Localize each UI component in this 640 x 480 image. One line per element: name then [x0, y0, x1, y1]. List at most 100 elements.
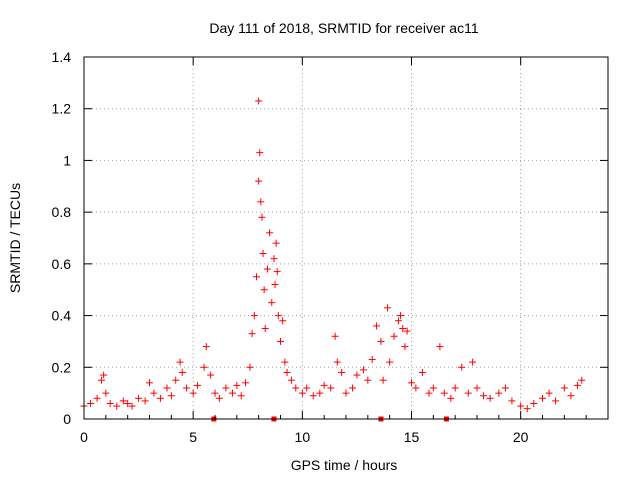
x-tick-label: 10: [295, 429, 311, 445]
x-tick-label: 20: [513, 429, 529, 445]
data-point: [399, 325, 407, 332]
data-point: [266, 229, 274, 237]
data-point: [320, 381, 328, 389]
data-point: [250, 312, 258, 320]
data-point: [486, 394, 494, 402]
data-point: [412, 384, 420, 392]
data-point: [237, 392, 245, 400]
data-point: [390, 332, 398, 340]
data-point: [128, 402, 136, 410]
data-point: [194, 381, 202, 389]
data-point: [93, 394, 101, 402]
data-point: [303, 384, 311, 392]
data-point: [368, 356, 376, 364]
data-point: [309, 392, 317, 400]
data-point: [255, 97, 263, 105]
data-point: [135, 394, 143, 402]
data-point: [480, 392, 488, 400]
data-point: [211, 389, 219, 397]
data-point: [469, 358, 477, 366]
data-point: [397, 312, 405, 320]
y-tick-label: 0.6: [52, 256, 72, 272]
data-point: [440, 389, 448, 397]
plot-frame: [83, 56, 609, 420]
data-point: [256, 149, 264, 157]
data-point: [401, 343, 409, 351]
data-point: [292, 384, 300, 392]
data-point: [473, 384, 481, 392]
data-point: [273, 268, 281, 276]
data-point: [403, 327, 411, 335]
data-point: [113, 402, 121, 410]
data-point: [436, 343, 444, 351]
y-tick-label: 0: [63, 411, 71, 427]
x-tick-label: 15: [404, 429, 420, 445]
y-tick-label: 0.8: [52, 204, 72, 220]
data-point: [260, 286, 268, 294]
x-tick-labels: 0 5 10 15 20: [80, 429, 529, 445]
data-point: [359, 366, 367, 374]
data-point: [172, 376, 180, 384]
data-point: [279, 317, 287, 325]
data-point: [281, 358, 289, 366]
data-point: [333, 358, 341, 366]
data-point: [258, 213, 266, 221]
x-tick-label: 0: [80, 429, 88, 445]
data-point: [316, 389, 324, 397]
data-point: [327, 384, 335, 392]
data-point: [178, 368, 186, 376]
data-point: [560, 384, 568, 392]
data-point: [150, 389, 158, 397]
data-point: [331, 332, 339, 340]
x-tick-label: 5: [189, 429, 197, 445]
data-point: [429, 384, 437, 392]
data-point: [97, 376, 105, 384]
data-point: [242, 379, 250, 387]
data-point: [255, 177, 263, 185]
data-point: [349, 384, 357, 392]
data-point: [246, 363, 254, 371]
data-point: [425, 389, 433, 397]
data-points: [80, 97, 586, 422]
data-point: [252, 273, 260, 281]
data-point: [233, 381, 241, 389]
data-point: [386, 358, 394, 366]
y-axis-label: SRMTID / TECUs: [7, 183, 23, 293]
data-point: [106, 399, 114, 407]
data-point: [495, 389, 503, 397]
data-point: [573, 381, 581, 389]
data-point: [261, 325, 269, 332]
data-point: [567, 392, 575, 400]
data-point: [167, 392, 175, 400]
data-point: [119, 397, 127, 405]
data-point: [141, 397, 149, 405]
grid: [84, 57, 608, 419]
data-point: [517, 402, 525, 410]
data-point: [207, 371, 215, 379]
x-axis-label: GPS time / hours: [291, 457, 398, 473]
data-point: [501, 384, 509, 392]
data-point: [102, 389, 110, 397]
data-point: [228, 389, 236, 397]
data-point: [163, 384, 171, 392]
data-point: [552, 397, 560, 405]
data-point: [298, 389, 306, 397]
data-point: [183, 384, 191, 392]
data-point: [373, 322, 381, 330]
data-point: [124, 399, 132, 407]
data-point: [146, 379, 153, 387]
y-tick-label: 0.4: [52, 308, 72, 324]
data-point: [364, 376, 372, 384]
data-point: [222, 384, 230, 392]
data-point: [530, 399, 538, 407]
data-point: [270, 255, 278, 263]
data-point: [377, 337, 385, 345]
chart-title: Day 111 of 2018, SRMTID for receiver ac1…: [209, 20, 478, 36]
data-point: [274, 312, 282, 320]
data-point: [271, 281, 279, 289]
data-point: [200, 363, 208, 371]
y-tick-label: 1: [63, 152, 71, 168]
y-tick-label: 0.2: [52, 359, 72, 375]
data-point: [215, 394, 223, 402]
y-tick-labels: 0 0.2 0.4 0.6 0.8 1 1.2 1.4: [52, 49, 72, 427]
